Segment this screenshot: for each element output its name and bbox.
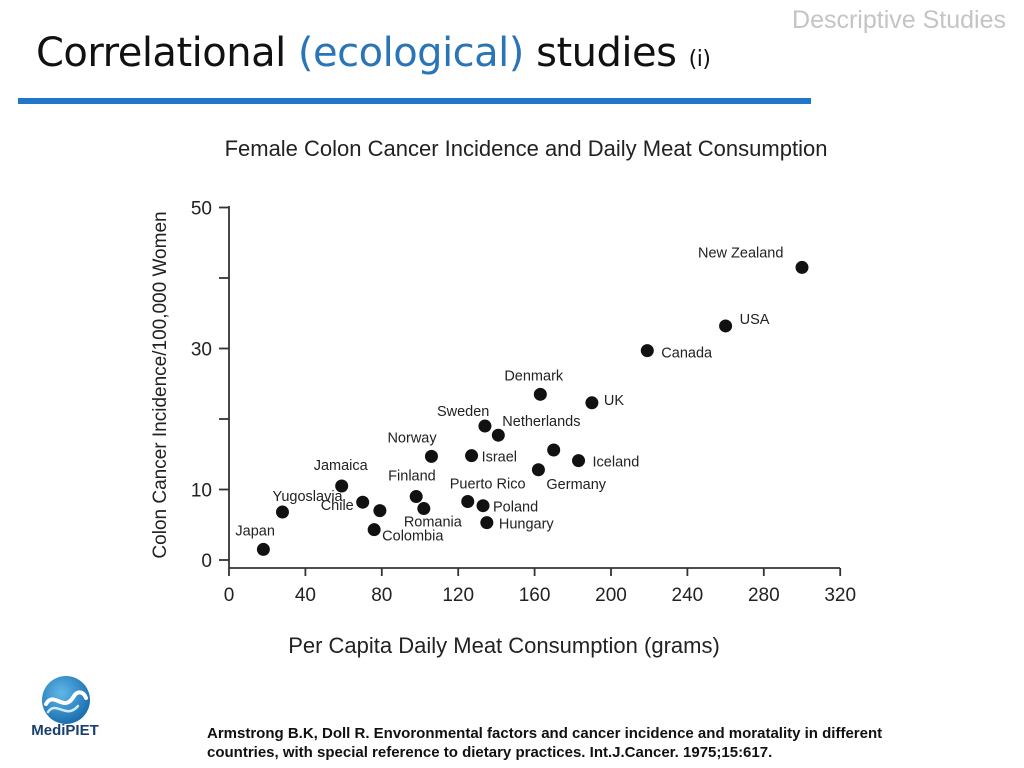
data-point xyxy=(373,504,387,518)
x-tick-label: 200 xyxy=(595,585,627,606)
point-label: USA xyxy=(740,312,770,328)
data-point xyxy=(480,516,494,530)
x-tick-label: 320 xyxy=(824,585,856,606)
data-point xyxy=(719,319,733,333)
logo-text: MediPIET xyxy=(31,722,99,739)
data-point xyxy=(476,499,490,513)
point-label: Canada xyxy=(661,346,713,362)
point-label: Yugoslavia xyxy=(272,489,343,505)
point-label: Hungary xyxy=(499,517,555,533)
medipiet-logo-icon xyxy=(42,676,90,724)
y-axis-label: Colon Cancer Incidence/100,000 Women xyxy=(150,211,171,558)
x-tick-label: 160 xyxy=(519,585,551,606)
x-tick-label: 280 xyxy=(748,585,780,606)
point-label: Jamaica xyxy=(314,458,369,474)
x-tick-label: 120 xyxy=(442,585,474,606)
data-point xyxy=(356,495,370,509)
data-point xyxy=(531,463,545,477)
data-point xyxy=(465,449,479,463)
point-label: Israel xyxy=(482,450,517,466)
title-suffix: (i) xyxy=(688,47,711,72)
point-label: Finland xyxy=(388,469,436,485)
data-point xyxy=(491,428,505,442)
citation-line-2: countries, with special reference to die… xyxy=(207,744,773,761)
x-axis-label: Per Capita Daily Meat Consumption (grams… xyxy=(288,633,720,658)
data-point xyxy=(547,443,561,457)
section-label: Descriptive Studies xyxy=(792,6,1006,34)
y-tick-label: 0 xyxy=(201,551,212,572)
point-label: Germany xyxy=(546,477,606,493)
data-point xyxy=(335,479,349,493)
slide-title: Correlational (ecological) studies (i) xyxy=(36,30,711,76)
data-point xyxy=(256,542,270,556)
point-label: Chile xyxy=(321,498,354,514)
point-label: Norway xyxy=(387,430,437,446)
point-label: Romania xyxy=(404,515,463,531)
point-label: Colombia xyxy=(382,529,444,545)
data-point xyxy=(795,260,809,274)
citation-line-1: Armstrong B.K, Doll R. Envoronmental fac… xyxy=(207,725,883,742)
point-label: Netherlands xyxy=(502,414,580,430)
x-tick-label: 40 xyxy=(295,585,316,606)
title-accent: (ecological) xyxy=(297,30,525,76)
data-point xyxy=(572,454,586,468)
title-part2: studies xyxy=(523,30,689,76)
point-label: Poland xyxy=(493,500,538,516)
data-point xyxy=(585,396,599,410)
citation: Armstrong B.K, Doll R. Envoronmental fac… xyxy=(207,724,1007,762)
data-point xyxy=(478,419,492,433)
point-label: Puerto Rico xyxy=(450,476,526,492)
chart-title: Female Colon Cancer Incidence and Daily … xyxy=(225,136,828,161)
scatter-chart: Female Colon Cancer Incidence and Daily … xyxy=(150,136,856,658)
data-point xyxy=(533,387,547,401)
data-point xyxy=(275,505,289,519)
point-label: Sweden xyxy=(437,404,489,420)
point-label: Iceland xyxy=(593,455,640,471)
x-tick-label: 0 xyxy=(224,585,235,606)
data-point xyxy=(461,494,475,508)
point-label: Denmark xyxy=(504,368,564,384)
title-rule xyxy=(18,98,811,104)
x-tick-label: 240 xyxy=(672,585,704,606)
title-part1: Correlational xyxy=(36,30,298,76)
point-label: Japan xyxy=(235,523,275,539)
y-tick-label: 50 xyxy=(191,199,212,220)
data-point xyxy=(424,449,438,463)
x-tick-label: 80 xyxy=(371,585,392,606)
point-label: New Zealand xyxy=(698,245,783,261)
y-tick-label: 30 xyxy=(191,340,212,361)
data-point xyxy=(417,502,431,516)
data-point xyxy=(367,523,381,537)
y-tick-label: 10 xyxy=(191,481,212,502)
point-label: UK xyxy=(604,393,624,409)
data-point xyxy=(409,490,423,504)
data-point xyxy=(640,344,654,358)
